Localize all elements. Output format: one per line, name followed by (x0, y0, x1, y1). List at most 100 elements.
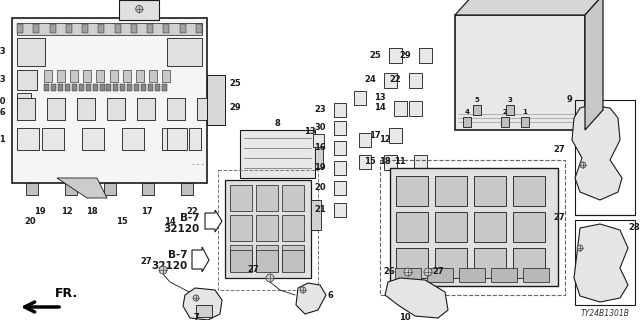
Bar (65, 183, 77, 195)
Text: 4: 4 (465, 109, 470, 115)
Text: 23: 23 (0, 76, 6, 84)
Bar (396, 248, 428, 278)
Bar (120, 84, 125, 91)
Bar (113, 84, 118, 91)
Text: 21: 21 (314, 205, 326, 214)
Bar (389, 128, 402, 143)
Polygon shape (205, 210, 222, 232)
Text: 22: 22 (389, 76, 401, 84)
Bar (83, 70, 92, 82)
Bar (136, 70, 144, 82)
Polygon shape (585, 0, 603, 130)
Text: 3: 3 (508, 97, 513, 103)
Bar (142, 183, 154, 195)
Bar (123, 70, 131, 82)
Bar (86, 84, 91, 91)
Bar (141, 84, 146, 91)
Bar (104, 183, 115, 195)
Text: 5: 5 (475, 97, 479, 103)
Bar (119, 0, 159, 20)
Bar (106, 84, 111, 91)
Text: 19: 19 (34, 206, 46, 215)
Bar (49, 24, 56, 33)
Bar (17, 70, 37, 90)
Bar (65, 84, 70, 91)
Text: 27: 27 (554, 213, 565, 222)
Bar (455, 15, 585, 130)
Bar (282, 215, 304, 241)
Bar (395, 268, 421, 282)
Text: 15: 15 (364, 157, 376, 166)
Bar (82, 24, 88, 33)
Bar (396, 176, 428, 206)
Bar (256, 185, 278, 211)
Bar (17, 128, 39, 150)
Bar (131, 24, 137, 33)
Bar (396, 212, 428, 242)
Bar (435, 212, 467, 242)
Bar (163, 24, 170, 33)
Text: 27: 27 (554, 146, 565, 155)
Bar (473, 105, 481, 115)
Bar (207, 75, 225, 125)
Bar (189, 128, 201, 150)
Bar (181, 183, 193, 195)
Bar (513, 212, 545, 242)
Text: 19: 19 (314, 164, 326, 172)
Text: 30: 30 (314, 124, 326, 132)
Bar (66, 24, 72, 33)
Text: 20: 20 (24, 217, 36, 226)
Bar (77, 98, 95, 120)
Text: 27: 27 (432, 268, 444, 276)
Text: 29: 29 (229, 103, 241, 113)
Bar (240, 130, 315, 178)
Bar (225, 180, 311, 278)
Bar (409, 101, 422, 116)
Text: TY24B1301B: TY24B1301B (581, 309, 630, 318)
Text: 11: 11 (394, 157, 406, 166)
Bar (282, 250, 304, 272)
Text: 17: 17 (369, 131, 381, 140)
Bar (134, 84, 140, 91)
Text: 26: 26 (383, 268, 395, 276)
Bar (97, 70, 104, 82)
Text: 12: 12 (61, 206, 73, 215)
Bar (575, 100, 635, 215)
Bar (230, 250, 252, 272)
Text: FR.: FR. (55, 287, 78, 300)
Bar (17, 98, 35, 120)
Bar (463, 117, 471, 127)
Bar (196, 305, 212, 317)
Bar (42, 128, 64, 150)
Polygon shape (192, 247, 209, 272)
Bar (57, 70, 65, 82)
Bar (122, 128, 144, 150)
Bar (256, 215, 278, 241)
Bar (334, 203, 346, 217)
Bar (44, 84, 49, 91)
Bar (474, 248, 506, 278)
Bar (474, 176, 506, 206)
Text: 23: 23 (314, 106, 326, 115)
Bar (311, 200, 321, 230)
Text: 18: 18 (379, 157, 390, 166)
Polygon shape (574, 224, 628, 302)
Bar (99, 24, 104, 33)
Bar (79, 84, 84, 91)
Text: 12: 12 (379, 135, 391, 145)
Text: 18: 18 (86, 206, 98, 215)
Text: 30: 30 (0, 98, 6, 107)
Bar (218, 170, 318, 290)
Bar (230, 245, 252, 271)
Bar (51, 84, 56, 91)
Bar (384, 155, 397, 170)
Bar (575, 220, 635, 305)
Bar (115, 24, 120, 33)
Text: 17: 17 (141, 206, 153, 215)
Bar (196, 24, 202, 33)
Bar (162, 128, 184, 150)
Bar (419, 48, 432, 63)
Text: 8: 8 (274, 119, 280, 129)
Bar (197, 98, 215, 120)
Bar (384, 73, 397, 88)
